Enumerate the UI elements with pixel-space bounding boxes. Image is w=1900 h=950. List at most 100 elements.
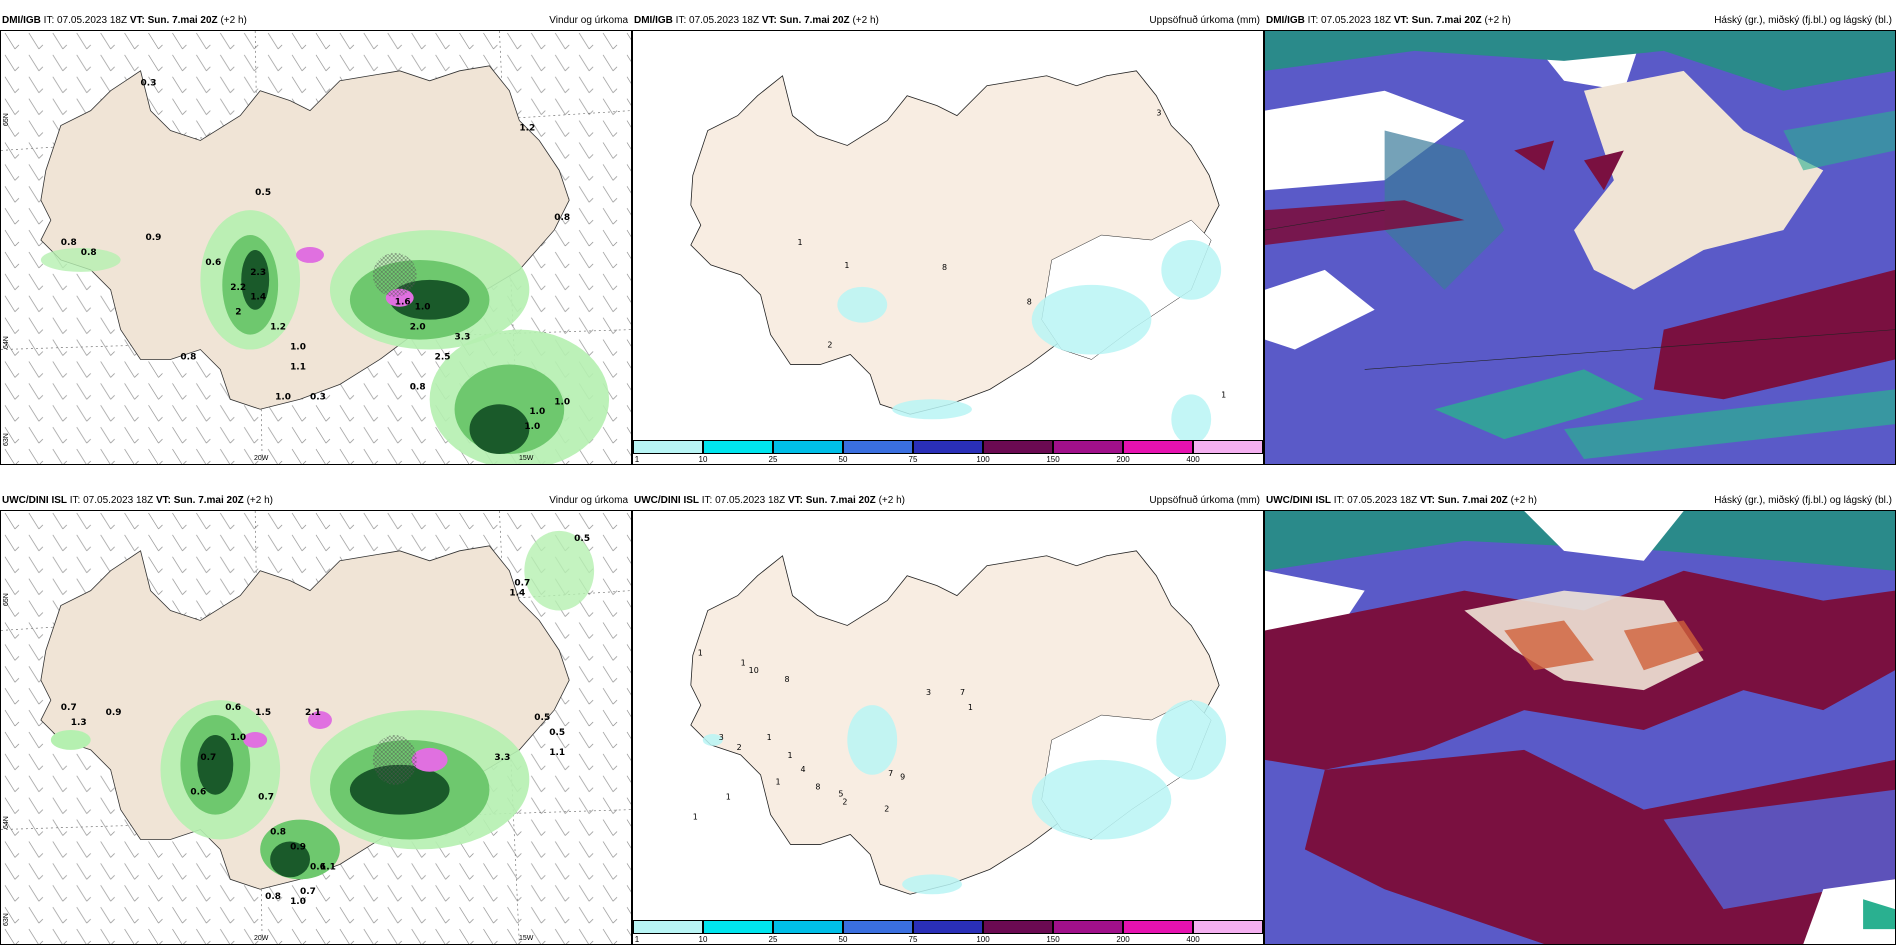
value-label: 0.7 [61,703,77,713]
colorbar-tick: 200 [1116,455,1130,464]
cloud-map [1265,511,1895,944]
value-label: 0.8 [61,238,77,248]
wind-precip-map [1,31,631,464]
value-label: 1 [698,648,703,657]
init-time: IT: 07.05.2023 18Z [1307,15,1392,26]
colorbar: 1 10 25 50 75 100 150 200 400 [633,440,1263,464]
value-label: 0.5 [255,188,271,198]
value-label: 1.2 [270,323,286,333]
panel-header: UWC/DINI ISL IT: 07.05.2023 18Z VT: Sun.… [632,492,1264,510]
model-name: UWC/DINI ISL [1266,495,1331,506]
value-label: 1.0 [290,343,306,353]
colorbar-swatch [1053,920,1123,934]
forecast-offset: (+2 h) [878,495,905,506]
forecast-offset: (+2 h) [852,15,879,26]
value-label: 0.7 [258,793,274,803]
value-label: 1.0 [554,397,570,407]
map-frame [1264,30,1896,465]
value-label: 1.0 [415,303,431,313]
panel-title: Háský (gr.), miðský (fj.bl.) og lágský (… [1714,15,1892,26]
value-label: 0.9 [146,233,162,243]
value-label: 0.6 [225,703,241,713]
value-label: 0.8 [410,382,426,392]
colorbar-tick: 10 [698,455,708,464]
colorbar-tick: 400 [1186,935,1200,944]
value-label: 1 [1221,390,1226,399]
value-label: 2.0 [410,323,426,333]
panel-header: UWC/DINI ISL IT: 07.05.2023 18Z VT: Sun.… [0,492,632,510]
value-label: 1.6 [395,298,411,308]
value-label: 1.0 [230,733,246,743]
accum-values: 3 1 1 8 8 2 1 [797,109,1226,400]
value-label: 1 [788,751,793,760]
value-label: 1.1 [320,862,336,872]
colorbar-tick: 150 [1046,455,1060,464]
map-frame [1264,510,1896,945]
init-time: IT: 07.05.2023 18Z [43,15,128,26]
accum-precip-map [633,31,1263,464]
colorbar-tick: 150 [1046,935,1060,944]
colorbar-tick: 1 [634,455,640,464]
value-label: 1.1 [290,362,306,372]
model-name: DMI/IGB [634,15,673,26]
value-label: 1.0 [524,422,540,432]
value-label: 3.3 [455,333,471,343]
model-name: UWC/DINI ISL [2,495,67,506]
value-label: 3.3 [494,753,510,763]
forecast-offset: (+2 h) [1510,495,1537,506]
value-label: 2.3 [250,268,266,278]
valid-time: VT: Sun. 7.mai 20Z [1393,15,1482,26]
valid-time: VT: Sun. 7.mai 20Z [761,15,850,26]
map-frame: 3 1 1 8 8 2 1 1 10 25 50 75 100 150 200 400 [632,30,1264,465]
model-name: UWC/DINI ISL [634,495,699,506]
colorbar-swatch [843,440,913,454]
value-label: 0.6 [205,258,221,268]
panel-dmi-wind-precip: DMI/IGB IT: 07.05.2023 18Z VT: Sun. 7.ma… [0,12,632,465]
value-label: 1.2 [519,124,535,134]
value-label: 1 [844,261,849,270]
panel-header: DMI/IGB IT: 07.05.2023 18Z VT: Sun. 7.ma… [0,12,632,30]
colorbar-swatch [773,440,843,454]
accum-precip-map [633,511,1263,944]
value-label: 0.8 [81,248,97,258]
lon-label-20w: 20W [254,455,269,462]
colorbar-swatch [633,440,703,454]
value-label: 2 [827,341,832,350]
colorbar-tick: 75 [908,935,918,944]
panel-title: Uppsöfnuð úrkoma (mm) [1149,495,1260,506]
colorbar-tick: 400 [1186,455,1200,464]
colorbar-tick: 100 [976,935,990,944]
valid-time: VT: Sun. 7.mai 20Z [1419,495,1508,506]
forecast-offset: (+2 h) [246,495,273,506]
colorbar-swatch [1123,440,1193,454]
panel-uwc-clouds: UWC/DINI ISL IT: 07.05.2023 18Z VT: Sun.… [1264,492,1896,945]
forecast-offset: (+2 h) [1484,15,1511,26]
map-frame: 65N 64N 63N 20W 15W 0.5 0.7 1.4 0.7 0.9 0.6 1.… [0,510,632,945]
value-label: 0.7 [200,753,216,763]
wind-precip-map [1,511,631,944]
colorbar-tick: 10 [698,935,708,944]
value-label: 2.2 [230,283,246,293]
value-label: 1.0 [275,392,291,402]
value-label: 1.0 [529,407,545,417]
value-label: 0.8 [270,828,286,838]
value-label: 2 [737,743,742,752]
init-time: IT: 07.05.2023 18Z [701,495,786,506]
value-label: 2.5 [435,352,451,362]
colorbar-swatch [913,440,983,454]
model-name: DMI/IGB [1266,15,1305,26]
colorbar-tick: 75 [908,455,918,464]
value-label: 1 [726,793,731,802]
value-label: 2 [884,805,889,814]
value-label: 0.3 [141,79,157,89]
colorbar-swatch [913,920,983,934]
value-label: 3 [926,688,931,697]
panel-header: UWC/DINI ISL IT: 07.05.2023 18Z VT: Sun.… [1264,492,1896,510]
value-label: 10 [749,666,759,675]
value-label: 1 [767,733,772,742]
cloud-map [1265,31,1895,464]
accum-values: 11110832114852792371111 [693,648,973,821]
value-label: 4 [800,765,805,774]
panel-header: DMI/IGB IT: 07.05.2023 18Z VT: Sun. 7.ma… [632,12,1264,30]
init-time: IT: 07.05.2023 18Z [69,495,154,506]
